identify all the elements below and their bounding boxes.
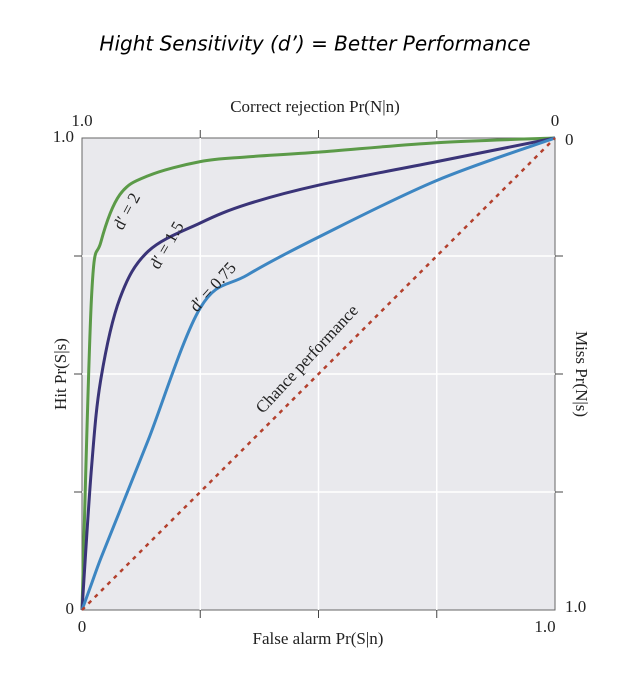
x-axis-label: False alarm Pr(S|n) bbox=[253, 629, 384, 648]
y2-axis-label: Miss Pr(N|s) bbox=[572, 331, 591, 417]
x2-tick-label: 1.0 bbox=[71, 111, 92, 130]
y-tick-label: 0 bbox=[66, 599, 75, 618]
x2-axis-label: Correct rejection Pr(N|n) bbox=[230, 97, 400, 116]
x-tick-label: 1.0 bbox=[534, 617, 555, 636]
series-line bbox=[80, 136, 556, 611]
y2-tick-label: 1.0 bbox=[565, 597, 586, 616]
series-line bbox=[80, 136, 556, 611]
y2-tick-label: 0 bbox=[565, 130, 574, 149]
series-line bbox=[80, 136, 556, 611]
x2-tick-label: 0 bbox=[551, 111, 560, 130]
y-axis-label: Hit Pr(S|s) bbox=[51, 338, 70, 410]
chart-title: Hight Sensitivity (d’) = Better Performa… bbox=[99, 32, 530, 56]
y-tick-label: 1.0 bbox=[53, 127, 74, 146]
x-tick-label: 0 bbox=[78, 617, 87, 636]
